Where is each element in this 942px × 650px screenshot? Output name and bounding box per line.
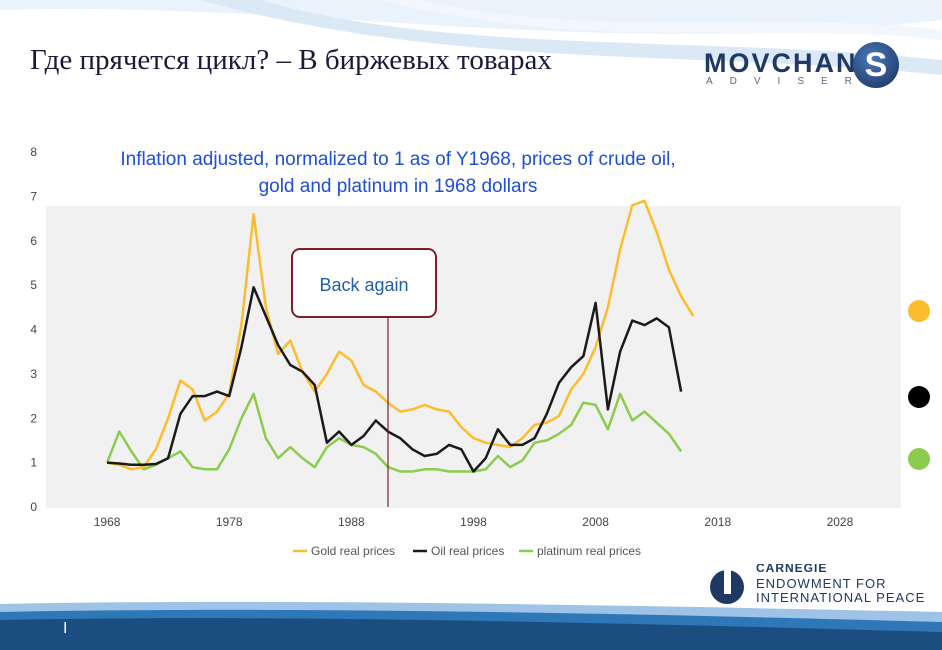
y-tick-label: 0: [30, 500, 37, 514]
chart-title-line-2: gold and platinum in 1968 dollars: [259, 176, 538, 197]
carnegie-logo: CARNEGIE ENDOWMENT FOR INTERNATIONAL PEA…: [710, 564, 930, 605]
legend-label: Oil real prices: [431, 544, 504, 558]
legend-label: platinum real prices: [537, 544, 641, 558]
y-tick-label: 5: [30, 278, 37, 292]
chart-legend: Gold real prices Oil real prices platinum …: [293, 544, 641, 558]
series-line-oil: [107, 286, 683, 473]
y-tick-label: 6: [30, 234, 37, 248]
chart-title-line-1: Inflation adjusted, normalized to 1 as o…: [120, 149, 675, 170]
bottom-decorative-swoosh: [0, 601, 942, 650]
x-tick-label: 2028: [827, 515, 854, 529]
y-tick-label: 3: [30, 367, 37, 381]
slide-title: Где прячется цикл? – В биржевых товарах: [30, 44, 552, 76]
x-tick-label: 1978: [216, 515, 243, 529]
x-tick-label: 1998: [460, 515, 487, 529]
carnegie-mark: [710, 568, 744, 604]
y-tick-label: 1: [30, 456, 37, 470]
logo-s-mark: S: [853, 42, 899, 88]
y-axis-ticks: 0 1 2 3 4 5 6 7 8: [30, 145, 37, 514]
top-decorative-swoosh: [0, 0, 942, 75]
plot-background: [46, 206, 901, 508]
annotation-label: Back again: [319, 275, 408, 295]
x-tick-label: 2008: [582, 515, 609, 529]
logo-subtitle: ADVISER: [706, 76, 869, 87]
x-tick-label: 2018: [704, 515, 731, 529]
y-tick-label: 2: [30, 411, 37, 425]
x-tick-label: 1988: [338, 515, 365, 529]
commodity-price-chart: 0 1 2 3 4 5 6 7 8 1968 1978 1988 1998 2008 2018 2028 B…: [30, 142, 901, 558]
black-marker: [908, 386, 930, 408]
carnegie-line-2: INTERNATIONAL PEACE: [756, 590, 926, 605]
y-tick-label: 7: [30, 189, 37, 203]
y-tick-label: 4: [30, 323, 37, 337]
x-tick-label: 1968: [94, 515, 121, 529]
series-layer: [105, 199, 695, 473]
series-line-platinum: [105, 392, 683, 473]
logo-name: MOVCHAN: [704, 48, 858, 78]
series-line-gold: [106, 199, 695, 471]
y-tick-label: 8: [30, 145, 37, 159]
green-marker: [908, 448, 930, 470]
legend-label: Gold real prices: [311, 544, 395, 558]
carnegie-head: CARNEGIE: [756, 564, 828, 572]
page-number: I: [63, 620, 68, 637]
carnegie-line-1: ENDOWMENT FOR: [756, 576, 887, 591]
annotation-box: [291, 248, 437, 318]
gold-marker: [908, 300, 930, 322]
chart-title-background: [46, 142, 746, 204]
x-axis-ticks: 1968 1978 1988 1998 2008 2018 2028: [94, 515, 854, 529]
movchan-adviser-logo: MOVCHAN ADVISER S: [700, 40, 910, 92]
